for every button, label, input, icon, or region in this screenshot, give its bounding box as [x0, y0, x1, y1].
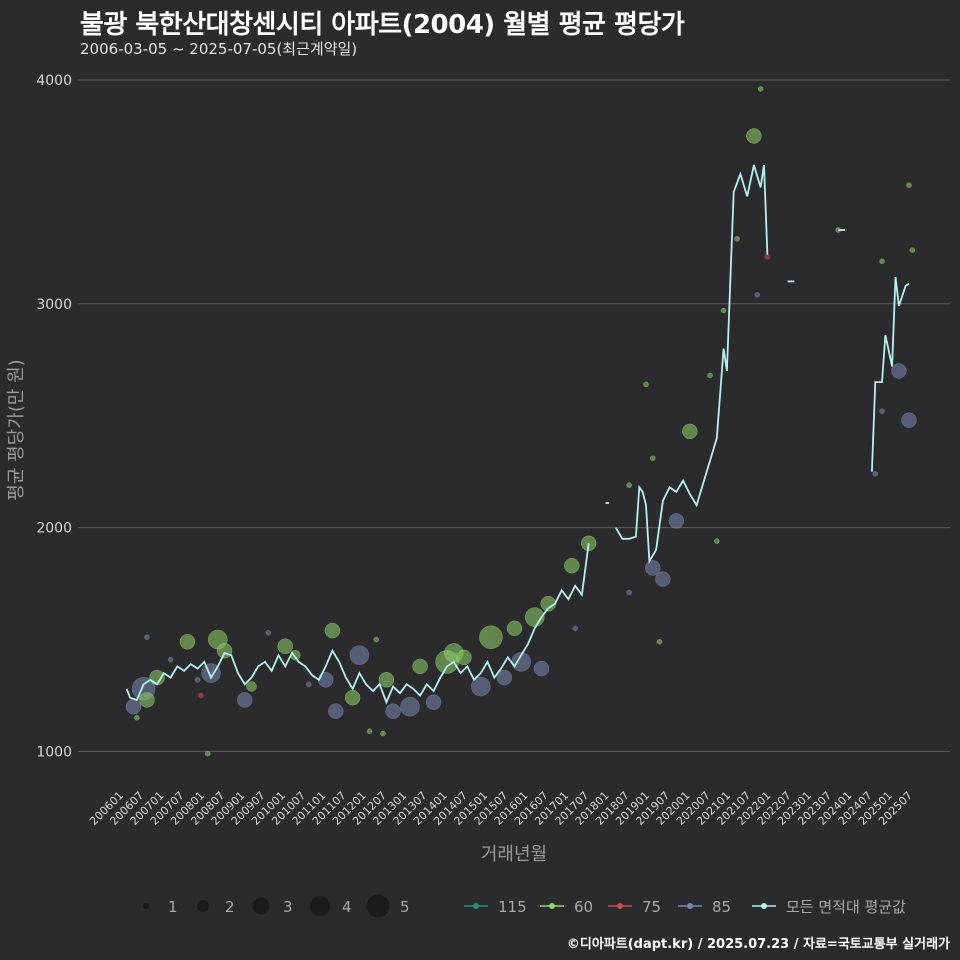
- data-point: [167, 656, 174, 663]
- data-point: [757, 86, 764, 92]
- y-tick-label: 3000: [36, 297, 72, 313]
- data-point: [125, 698, 142, 715]
- data-point: [380, 730, 386, 737]
- series-legend-marker: [549, 903, 555, 909]
- data-point: [139, 692, 155, 708]
- data-point: [317, 672, 334, 688]
- legend: 1 2 3 4 5 115 60 75 85 모든 면적대 평균값: [143, 894, 906, 918]
- data-point: [580, 535, 597, 552]
- average-line: [125, 164, 910, 705]
- data-point: [194, 677, 201, 683]
- series-legend-marker: [473, 903, 479, 909]
- series-legend-marker: [617, 903, 623, 909]
- x-tick-labels: 2006012006072007012007072008012008072009…: [87, 789, 915, 828]
- data-point: [707, 372, 713, 379]
- size-legend-marker: [310, 896, 330, 916]
- data-point: [909, 247, 916, 253]
- size-legend-marker: [366, 894, 390, 918]
- data-point: [144, 634, 150, 641]
- series-legend-marker: [687, 903, 693, 909]
- data-point: [412, 658, 428, 675]
- data-point: [456, 649, 472, 666]
- data-point: [479, 625, 503, 650]
- data-point: [134, 715, 140, 721]
- data-point: [425, 694, 442, 710]
- data-point: [644, 560, 661, 576]
- data-point: [216, 642, 233, 659]
- data-point: [328, 703, 344, 719]
- x-axis-title: 거래년월: [481, 844, 547, 865]
- data-point: [649, 455, 656, 461]
- data-point: [265, 630, 272, 636]
- data-point: [277, 638, 293, 654]
- average-line-segment: [871, 276, 910, 472]
- data-point: [754, 292, 761, 298]
- series-legend-label: 75: [642, 898, 661, 916]
- data-point: [324, 622, 341, 639]
- chart-subtitle: 2006-03-05 ~ 2025-07-05(최근계약일): [80, 40, 358, 58]
- size-legend-label: 5: [400, 898, 410, 916]
- size-legend-label: 2: [225, 898, 235, 916]
- data-point: [656, 639, 663, 645]
- data-point: [204, 750, 211, 757]
- data-point: [655, 571, 671, 587]
- data-point: [366, 728, 373, 735]
- data-point: [373, 636, 380, 643]
- y-tick-label: 4000: [36, 73, 72, 89]
- y-tick-labels: 1000 2000 3000 4000: [36, 73, 72, 760]
- chart-title: 불광 북한산대창센시티 아파트(2004) 월별 평균 평당가: [80, 10, 685, 40]
- data-point: [906, 182, 912, 188]
- average-line-segment: [614, 164, 769, 565]
- data-point: [764, 254, 771, 260]
- data-point: [471, 676, 491, 697]
- size-legend-marker: [197, 900, 209, 912]
- data-point: [533, 660, 550, 677]
- series-legend-label: 85: [712, 898, 731, 916]
- series-legend-label: 115: [498, 898, 527, 916]
- data-point: [682, 423, 698, 440]
- data-point: [714, 538, 720, 544]
- data-point: [400, 696, 420, 717]
- size-legend-marker: [143, 903, 149, 909]
- y-axis-title: 평균 평당가(만 원): [6, 359, 27, 500]
- series-legend-marker: [761, 903, 767, 909]
- data-point: [626, 482, 632, 488]
- data-point: [496, 669, 513, 686]
- data-point: [901, 412, 917, 428]
- series-legend-label: 모든 면적대 평균값: [786, 898, 906, 916]
- y-tick-label: 2000: [36, 521, 72, 537]
- data-point: [734, 236, 740, 242]
- data-point: [349, 645, 370, 665]
- data-point: [344, 689, 361, 706]
- data-point: [572, 625, 578, 632]
- data-point: [891, 363, 907, 379]
- average-line-segment: [125, 543, 590, 705]
- size-legend-label: 4: [342, 898, 352, 916]
- data-point: [643, 381, 649, 388]
- grid-lines: [78, 79, 950, 752]
- data-point: [246, 681, 257, 692]
- series-legend-label: 60: [574, 898, 593, 916]
- data-point: [237, 692, 253, 708]
- data-point: [746, 128, 762, 144]
- data-point: [564, 557, 580, 574]
- data-point: [306, 681, 312, 688]
- source-caption: ©디아파트(dapt.kr) / 2025.07.23 / 자료=국토교통부 실…: [566, 937, 950, 952]
- size-legend-label: 3: [283, 898, 293, 916]
- data-point: [198, 692, 204, 699]
- data-point: [626, 589, 632, 596]
- data-point: [506, 620, 523, 637]
- size-legend-marker: [252, 897, 270, 915]
- data-point: [879, 408, 885, 414]
- data-point: [179, 634, 196, 650]
- data-point: [378, 672, 395, 688]
- data-point: [872, 471, 879, 477]
- data-point: [385, 703, 401, 719]
- size-legend-label: 1: [168, 898, 178, 916]
- data-point: [668, 513, 685, 529]
- data-point: [879, 258, 885, 265]
- y-tick-label: 1000: [36, 744, 72, 760]
- data-point: [720, 307, 727, 314]
